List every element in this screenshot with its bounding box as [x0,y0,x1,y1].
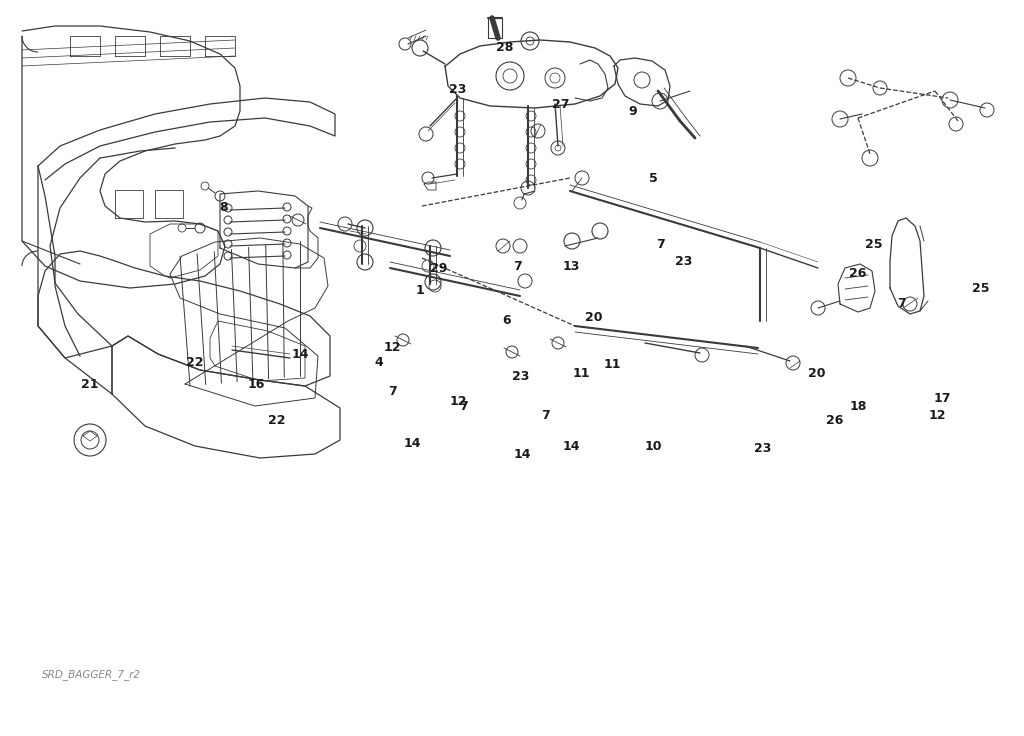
Text: 7: 7 [897,297,905,310]
Text: 4: 4 [375,355,383,369]
Text: 26: 26 [826,414,843,428]
Text: 9: 9 [629,105,637,118]
Text: SRD_BAGGER_7_r2: SRD_BAGGER_7_r2 [42,669,141,680]
Text: 7: 7 [542,409,550,422]
Text: 23: 23 [676,255,692,268]
Text: 14: 14 [562,440,581,453]
Text: 7: 7 [656,238,665,251]
Text: 23: 23 [512,370,528,383]
Text: 20: 20 [808,367,826,380]
Text: 8: 8 [219,201,227,214]
Text: 28: 28 [497,41,513,54]
Text: 6: 6 [503,314,511,327]
Text: 21: 21 [81,378,99,391]
Text: 27: 27 [552,98,570,111]
Text: 20: 20 [585,311,603,325]
Text: 18: 18 [850,400,866,413]
Text: 14: 14 [513,447,531,461]
Text: 22: 22 [185,355,204,369]
Text: 12: 12 [383,341,401,354]
Text: 7: 7 [460,400,468,413]
Text: 10: 10 [644,440,663,453]
Text: 5: 5 [649,171,657,185]
Text: 12: 12 [928,409,946,422]
Text: 7: 7 [513,260,521,273]
Text: 13: 13 [563,260,580,273]
Text: 7: 7 [388,385,396,398]
Text: 11: 11 [572,367,591,380]
Text: 11: 11 [603,358,622,371]
Text: 25: 25 [864,238,883,251]
Text: 22: 22 [267,414,286,428]
Text: 25: 25 [972,282,990,295]
Text: 23: 23 [450,83,466,96]
Text: 1: 1 [416,284,424,297]
Text: 12: 12 [450,394,468,408]
Text: 16: 16 [248,378,264,391]
Text: 29: 29 [430,262,446,275]
Text: 14: 14 [291,348,309,361]
Text: 14: 14 [403,436,422,450]
Text: 26: 26 [850,267,866,280]
Text: 17: 17 [933,392,951,406]
Text: 23: 23 [755,442,771,456]
